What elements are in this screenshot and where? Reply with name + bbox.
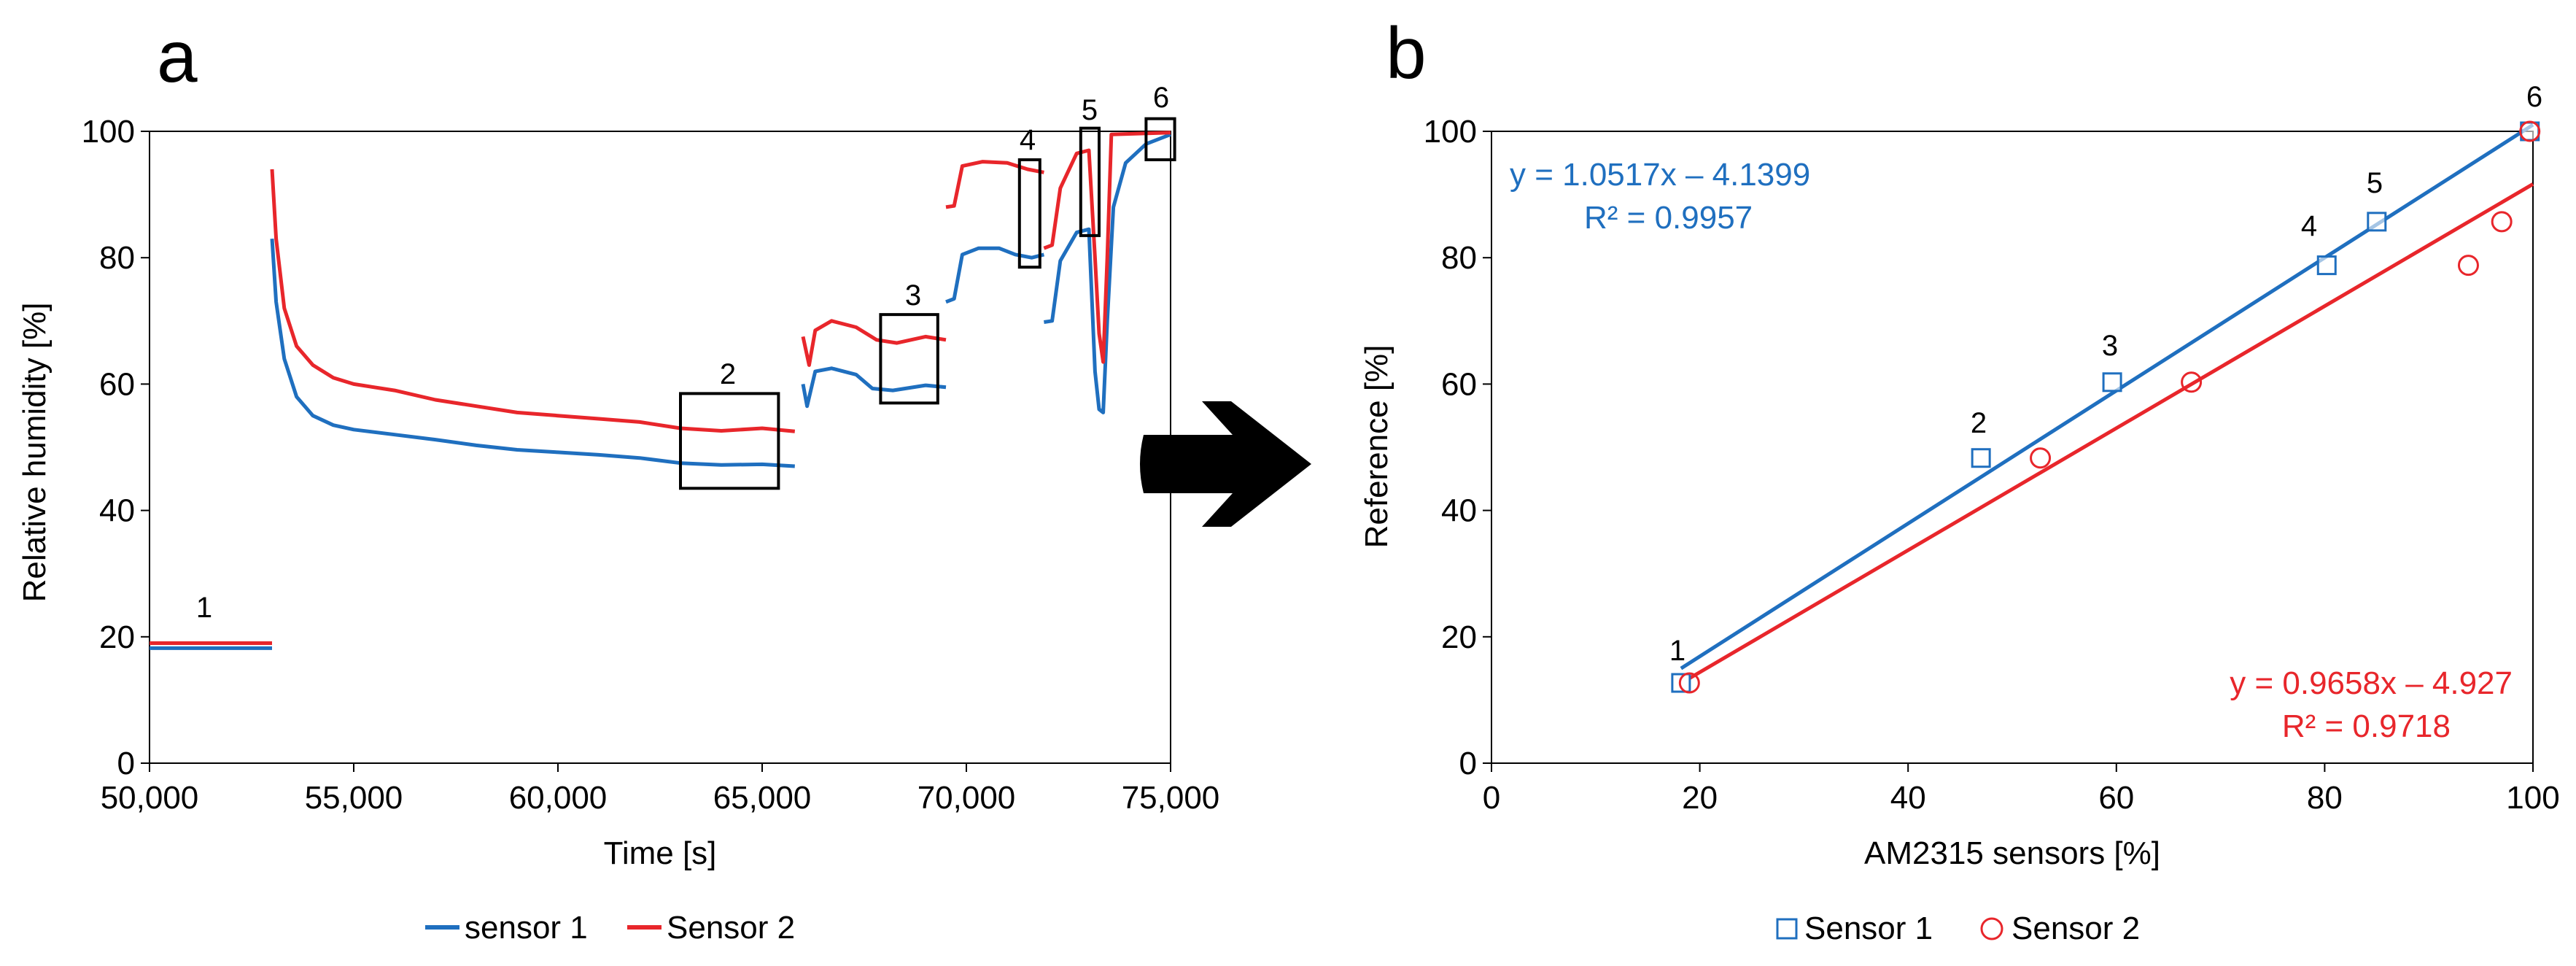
r2-sensor-2: R² = 0.9718 bbox=[2282, 708, 2451, 744]
point-label-1: 1 bbox=[1669, 635, 1685, 667]
panel-a-x-tick-label: 55,000 bbox=[305, 780, 403, 816]
panel-a-x-tick-label: 70,000 bbox=[917, 780, 1016, 816]
equation-sensor-2: y = 0.9658x – 4.927 bbox=[2230, 665, 2513, 701]
panel-b-y-tick-label: 20 bbox=[1441, 619, 1477, 655]
panel-a-plot-area bbox=[149, 131, 1171, 764]
series-1-line-segment-3 bbox=[801, 366, 947, 409]
point-sensor-2-5 bbox=[2491, 211, 2513, 233]
panel-b-y-ticks: 0 20 40 60 80 100 bbox=[1424, 114, 1491, 781]
panel-a: a 0 20 40 60 80 100 50,000 55,000 60,000 65,000 7… bbox=[17, 16, 1219, 946]
point-sensor-2-1 bbox=[1678, 672, 1700, 694]
legend-a-label-sensor-2: Sensor 2 bbox=[667, 910, 795, 946]
panel-a-x-tick-label: 75,000 bbox=[1122, 780, 1220, 816]
panel-b-x-tick-label: 40 bbox=[1890, 780, 1926, 816]
point-label-5: 5 bbox=[2367, 167, 2383, 199]
panel-b-plot-area bbox=[1491, 131, 2534, 764]
series-2-line-segment-2 bbox=[270, 169, 796, 433]
legend-a-label-sensor-1: sensor 1 bbox=[465, 910, 588, 946]
point-sensor-1-4 bbox=[2316, 255, 2337, 276]
series-2-line-segment-3 bbox=[801, 319, 947, 367]
point-sensor-2-3 bbox=[2181, 371, 2203, 393]
panel-b-x-tick-label: 60 bbox=[2098, 780, 2134, 816]
panel-b-y-tick-label: 40 bbox=[1441, 493, 1477, 529]
panel-b-x-label: AM2315 sensors [%] bbox=[1864, 835, 2160, 871]
series-1-line-segment-2 bbox=[270, 239, 795, 468]
panel-a-y-ticks: 0 20 40 60 80 100 bbox=[82, 114, 150, 781]
r2-sensor-1: R² = 0.9957 bbox=[1584, 200, 1753, 236]
point-sensor-2-6 bbox=[2519, 120, 2541, 142]
panel-a-y-label: Relative humidity [%] bbox=[17, 303, 53, 603]
panel-b-y-label: Reference [%] bbox=[1359, 345, 1394, 549]
panel-b-fit-lines bbox=[1680, 123, 2534, 680]
annotation-3: 3 bbox=[905, 279, 921, 312]
fit-line-sensor-1 bbox=[1680, 123, 2534, 671]
series-2-line-segment-4 bbox=[945, 160, 1044, 209]
panel-a-x-tick-label: 50,000 bbox=[101, 780, 199, 816]
point-sensor-2-2 bbox=[2030, 447, 2052, 469]
panel-b-y-tick-label: 60 bbox=[1441, 366, 1477, 402]
panel-a-x-tick-label: 60,000 bbox=[509, 780, 608, 816]
panel-a-x-ticks: 50,000 55,000 60,000 65,000 70,000 75,000 bbox=[101, 763, 1220, 816]
panel-b-points bbox=[1671, 120, 2541, 694]
legend-b-marker-sensor-1 bbox=[1776, 918, 1798, 940]
panel-a-x-tick-label: 65,000 bbox=[713, 780, 812, 816]
series-1-line-segment-5 bbox=[1044, 132, 1171, 414]
annotation-2: 2 bbox=[720, 358, 736, 390]
series-1-line-segment-4 bbox=[945, 246, 1045, 304]
panel-b-x-tick-label: 80 bbox=[2307, 780, 2343, 816]
panel-a-x-label: Time [s] bbox=[604, 835, 717, 871]
panel-a-y-tick-label: 40 bbox=[99, 493, 135, 529]
highlight-box-2 bbox=[679, 392, 780, 490]
point-label-4: 4 bbox=[2301, 210, 2317, 242]
panel-a-y-tick-label: 100 bbox=[82, 114, 135, 150]
panel-b-x-tick-label: 20 bbox=[1682, 780, 1718, 816]
panel-a-lines bbox=[150, 131, 1171, 650]
annotation-1: 1 bbox=[196, 592, 212, 624]
right-arrow-icon bbox=[1140, 401, 1311, 527]
annotation-6: 6 bbox=[1153, 82, 1169, 114]
annotation-5: 5 bbox=[1082, 94, 1098, 126]
annotation-4: 4 bbox=[1020, 124, 1036, 156]
point-sensor-2-4 bbox=[2457, 255, 2479, 277]
panel-b-y-tick-label: 100 bbox=[1424, 114, 1477, 150]
highlight-box-6 bbox=[1144, 117, 1176, 161]
point-sensor-1-5 bbox=[2367, 212, 2387, 232]
panel-b-x-ticks: 0 20 40 60 80 100 bbox=[1483, 763, 2560, 816]
panel-b-x-tick-label: 100 bbox=[2506, 780, 2559, 816]
point-sensor-1-3 bbox=[2102, 372, 2122, 393]
panel-b-y-tick-label: 0 bbox=[1459, 746, 1477, 781]
panel-b-x-tick-label: 0 bbox=[1483, 780, 1500, 816]
panel-a-y-tick-label: 20 bbox=[99, 619, 135, 655]
highlight-box-4 bbox=[1017, 158, 1041, 269]
legend-b-label-sensor-1: Sensor 1 bbox=[1804, 911, 1933, 946]
panel-a-y-tick-label: 0 bbox=[117, 746, 135, 781]
panel-a-y-tick-label: 60 bbox=[99, 366, 135, 402]
highlight-box-5 bbox=[1079, 126, 1101, 237]
panel-a-letter: a bbox=[157, 16, 198, 98]
panel-b-letter: b bbox=[1386, 12, 1427, 94]
legend-b-marker-sensor-2 bbox=[1980, 917, 2003, 940]
point-label-3: 3 bbox=[2102, 330, 2118, 362]
fit-line-sensor-2 bbox=[1688, 182, 2534, 680]
equation-sensor-1: y = 1.0517x – 4.1399 bbox=[1510, 157, 1810, 193]
panel-a-boxes bbox=[679, 117, 1176, 490]
panel-b-y-tick-label: 80 bbox=[1441, 240, 1477, 276]
legend-b-label-sensor-2: Sensor 2 bbox=[2011, 911, 2140, 946]
point-label-6: 6 bbox=[2526, 81, 2542, 113]
highlight-box-3 bbox=[879, 313, 939, 405]
point-sensor-1-2 bbox=[1971, 448, 1991, 468]
series-2-line-segment-5 bbox=[1043, 131, 1171, 364]
panel-a-y-tick-label: 80 bbox=[99, 240, 135, 276]
point-label-2: 2 bbox=[1971, 407, 1987, 439]
